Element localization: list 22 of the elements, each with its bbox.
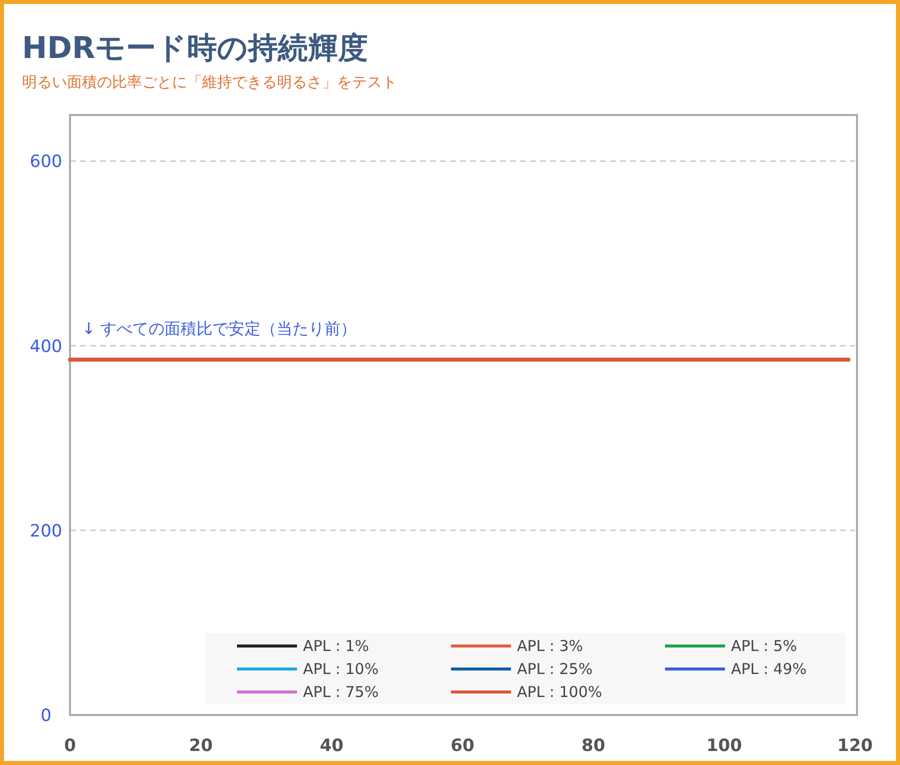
y-tick-label: 200 — [30, 521, 62, 542]
x-tick-label: 40 — [320, 736, 344, 756]
x-tick-label: 60 — [450, 736, 474, 756]
legend-label: APL : 75% — [303, 683, 379, 701]
legend-label: APL : 10% — [303, 660, 379, 678]
annotation: ↓ すべての面積比で安定（当たり前） — [82, 319, 356, 338]
x-tick-label: 20 — [188, 736, 213, 756]
legend-label: APL : 25% — [517, 660, 593, 678]
legend-label: APL : 49% — [731, 660, 807, 678]
legend-label: APL : 3% — [517, 637, 584, 655]
chart-subtitle: 明るい面積の比率ごとに「維持できる明るさ」をテスト — [22, 73, 397, 91]
chart-title: HDRモード時の持続輝度 — [22, 31, 368, 66]
y-tick-label: 400 — [30, 336, 62, 357]
y-tick-label: 0 — [40, 706, 52, 726]
legend-label: APL : 1% — [303, 637, 370, 655]
y-tick-label: 600 — [30, 152, 62, 172]
x-tick-label: 100 — [706, 736, 742, 756]
x-tick-label: 0 — [64, 736, 76, 756]
legend-label: APL : 5% — [731, 637, 798, 655]
x-tick-label: 120 — [837, 736, 873, 756]
legend-label: APL : 100% — [517, 683, 602, 701]
x-tick-label: 80 — [581, 736, 606, 756]
